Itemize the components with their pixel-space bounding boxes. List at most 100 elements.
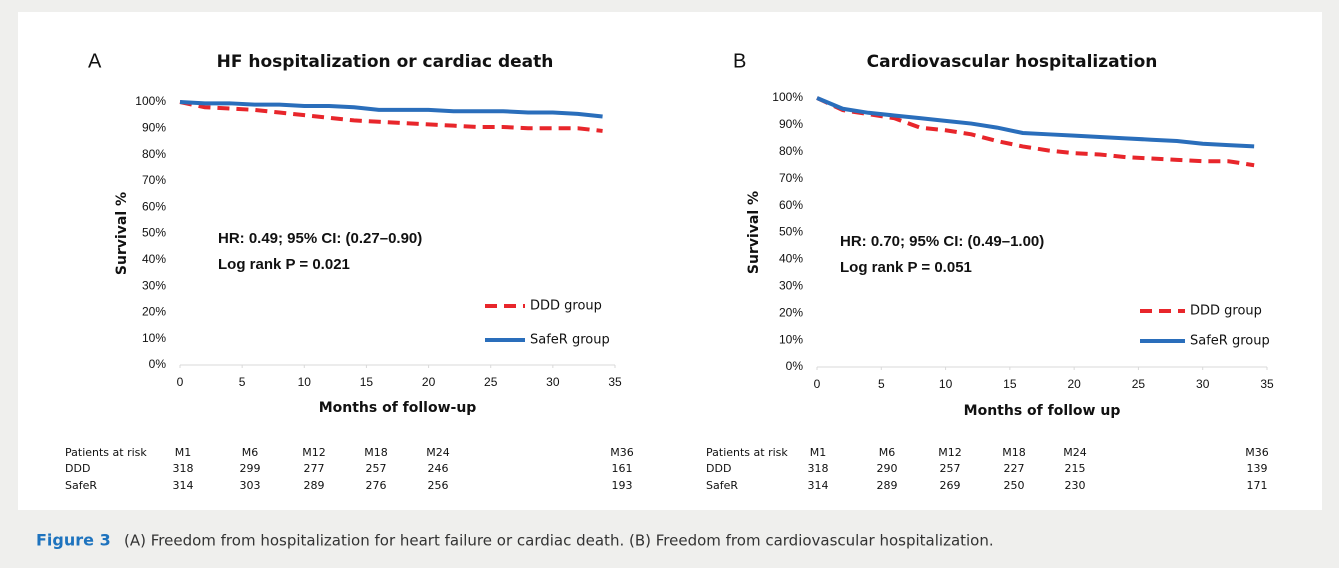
annotation: HR: 0.70; 95% CI: (0.49–1.00) [840, 233, 1044, 250]
risk-value: 269 [940, 479, 961, 492]
risk-value: 318 [808, 462, 829, 475]
risk-value: 277 [304, 462, 325, 475]
y-tick-label: 10% [142, 331, 166, 345]
x-tick-label: 5 [878, 377, 885, 391]
y-tick-label: 10% [779, 332, 803, 346]
y-tick-label: 30% [779, 278, 803, 292]
risk-value: 227 [1004, 462, 1025, 475]
y-tick-label: 60% [779, 198, 803, 212]
risk-column: M24 [426, 446, 450, 459]
survival-line [816, 96, 1255, 168]
risk-row-label: DDD [706, 462, 731, 475]
x-tick-label: 5 [239, 375, 246, 389]
y-tick-label: 50% [779, 225, 803, 239]
y-tick-label: 80% [142, 147, 166, 161]
y-tick-label: 30% [142, 278, 166, 292]
survival-line [816, 96, 1255, 149]
x-tick-label: 35 [608, 375, 622, 389]
risk-column: M1 [810, 446, 827, 459]
legend-label: DDD group [1190, 304, 1262, 319]
risk-column: M1 [175, 446, 192, 459]
risk-header: Patients at risk [65, 446, 147, 459]
risk-header: Patients at risk [706, 446, 788, 459]
risk-row-label: SafeR [706, 479, 738, 492]
risk-value: 257 [940, 462, 961, 475]
y-tick-label: 70% [142, 173, 166, 187]
annotation: Log rank P = 0.021 [218, 256, 350, 273]
y-tick-label: 100% [772, 90, 803, 104]
y-tick-label: 70% [779, 171, 803, 185]
y-tick-label: 0% [786, 359, 804, 373]
risk-column: M6 [242, 446, 259, 459]
risk-value: 303 [240, 479, 261, 492]
annotation: Log rank P = 0.051 [840, 259, 972, 276]
risk-value: 290 [877, 462, 898, 475]
y-axis-label: Survival % [746, 191, 762, 274]
y-tick-label: 40% [142, 252, 166, 266]
caption-label: Figure 3 [36, 531, 111, 550]
x-tick-label: 30 [1196, 377, 1210, 391]
y-tick-label: 90% [779, 117, 803, 131]
x-axis-label: Months of follow up [964, 403, 1121, 419]
survival-line [179, 100, 603, 119]
x-tick-label: 10 [939, 377, 953, 391]
figure-panel [18, 12, 1322, 510]
risk-column: M12 [302, 446, 326, 459]
x-tick-label: 35 [1260, 377, 1274, 391]
x-tick-label: 30 [546, 375, 560, 389]
legend-label: DDD group [530, 299, 602, 314]
risk-value: 230 [1065, 479, 1086, 492]
risk-column: M18 [1002, 446, 1026, 459]
risk-row-label: SafeR [65, 479, 97, 492]
legend-label: SafeR group [1190, 334, 1270, 349]
risk-column: M24 [1063, 446, 1087, 459]
risk-value: 289 [304, 479, 325, 492]
y-tick-label: 20% [779, 305, 803, 319]
risk-value: 171 [1247, 479, 1268, 492]
risk-value: 250 [1004, 479, 1025, 492]
survival-line [179, 100, 603, 133]
y-tick-label: 40% [779, 252, 803, 266]
risk-column: M6 [879, 446, 896, 459]
x-tick-label: 20 [1067, 377, 1081, 391]
y-axis-label: Survival % [114, 192, 130, 275]
risk-value: 246 [428, 462, 449, 475]
y-tick-label: 100% [135, 94, 166, 108]
x-tick-label: 20 [422, 375, 436, 389]
risk-value: 289 [877, 479, 898, 492]
x-axis-label: Months of follow-up [319, 400, 477, 416]
y-tick-label: 60% [142, 199, 166, 213]
legend-label: SafeR group [530, 333, 610, 348]
risk-column: M36 [1245, 446, 1269, 459]
chart-title: Cardiovascular hospitalization [867, 52, 1158, 72]
x-tick-label: 0 [177, 375, 184, 389]
panel-letter: B [733, 50, 746, 72]
chart-title: HF hospitalization or cardiac death [217, 52, 554, 72]
y-tick-label: 90% [142, 120, 166, 134]
risk-value: 276 [366, 479, 387, 492]
risk-column: M12 [938, 446, 962, 459]
x-tick-label: 0 [814, 377, 821, 391]
y-tick-label: 80% [779, 144, 803, 158]
risk-value: 215 [1065, 462, 1086, 475]
risk-value: 161 [612, 462, 633, 475]
panel-letter: A [88, 50, 102, 72]
risk-value: 256 [428, 479, 449, 492]
risk-row-label: DDD [65, 462, 90, 475]
x-tick-label: 25 [484, 375, 498, 389]
y-tick-label: 50% [142, 226, 166, 240]
risk-value: 299 [240, 462, 261, 475]
risk-value: 257 [366, 462, 387, 475]
risk-value: 193 [612, 479, 633, 492]
risk-value: 139 [1247, 462, 1268, 475]
x-tick-label: 15 [1003, 377, 1017, 391]
risk-value: 314 [173, 479, 194, 492]
risk-column: M18 [364, 446, 388, 459]
risk-value: 318 [173, 462, 194, 475]
caption-text: (A) Freedom from hospitalization for hea… [124, 532, 994, 550]
x-tick-label: 25 [1132, 377, 1146, 391]
risk-column: M36 [610, 446, 634, 459]
x-tick-label: 10 [298, 375, 312, 389]
